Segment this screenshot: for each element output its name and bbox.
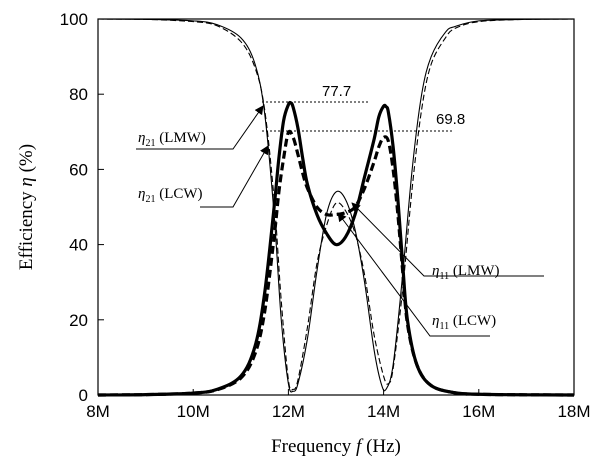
x-tick-label: 18M	[557, 402, 590, 421]
series-line-eta11-lcw	[97, 18, 575, 391]
series-labels: η21 (LMW) η21 (LCW) η11 (LMW) η11 (LCW)	[136, 105, 544, 337]
y-axis-label-main: Efficiency	[16, 187, 37, 271]
y-tick-label: 40	[69, 236, 88, 255]
y-tick-label: 20	[69, 311, 88, 330]
y-tick-label: 100	[60, 10, 88, 29]
plot-frame	[97, 18, 575, 396]
x-axis-label-unit: (Hz)	[361, 436, 401, 457]
label-eta21-lmw: η21 (LMW)	[138, 130, 206, 149]
peak-lmw-value: 77.7	[322, 83, 351, 100]
label-eta21-lcw: η21 (LCW)	[138, 186, 203, 205]
y-tick-label: 60	[69, 160, 88, 179]
peak-lcw-value: 69.8	[436, 111, 465, 128]
x-tick-label: 10M	[177, 402, 210, 421]
y-axis-ticks: 0 20 40 60 80 100	[60, 10, 104, 405]
y-axis-label-unit: (%)	[16, 144, 37, 177]
label-eta11-lcw: η11 (LCW)	[432, 313, 496, 332]
y-tick-label: 80	[69, 85, 88, 104]
series-line-eta21-lmw	[97, 100, 575, 397]
series-line-eta21-lcw	[97, 129, 575, 397]
y-axis-label-var: η	[16, 177, 37, 186]
y-axis-label: Efficiency η (%)	[16, 144, 37, 270]
x-axis-ticks: 8M 10M 12M 14M 16M 18M	[86, 389, 590, 421]
x-tick-label: 16M	[462, 402, 495, 421]
x-tick-label: 14M	[367, 402, 400, 421]
arrow-eta11-lcw	[337, 212, 490, 337]
arrow-eta21-lmw	[136, 105, 264, 150]
x-axis-label: Frequency f (Hz)	[271, 436, 401, 457]
y-tick-label: 0	[79, 386, 88, 405]
arrow-eta21-lcw	[200, 145, 269, 208]
x-axis-label-var: f	[356, 436, 364, 457]
label-eta11-lmw: η11 (LMW)	[432, 263, 500, 282]
peak-annotations: 77.7 69.8	[262, 83, 465, 132]
series-line-eta11-lmw	[97, 18, 575, 393]
x-tick-label: 12M	[272, 402, 305, 421]
arrow-eta11-lmw	[351, 202, 544, 277]
x-axis-label-main: Frequency	[271, 436, 356, 457]
series-layer	[97, 18, 575, 397]
x-tick-label: 8M	[86, 402, 110, 421]
